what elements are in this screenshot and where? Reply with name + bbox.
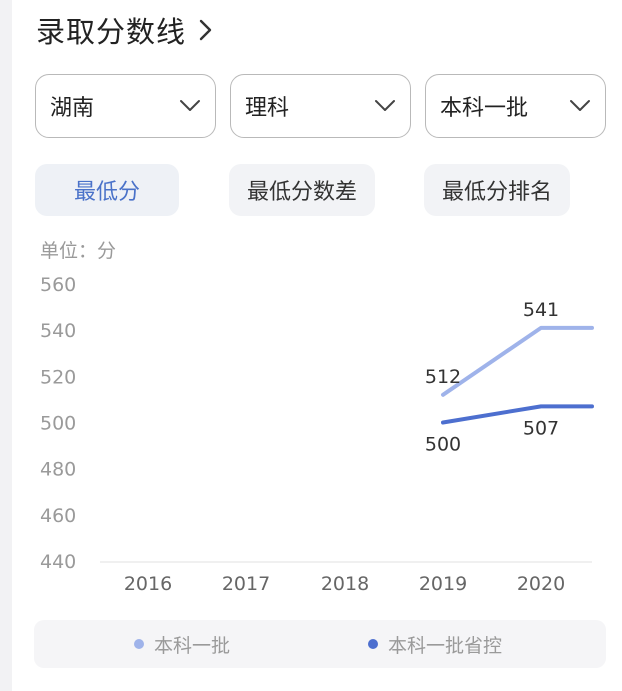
legend-item-province-control[interactable]: 本科一批省控 <box>368 620 502 668</box>
data-label: 541 <box>523 299 559 321</box>
province-select[interactable]: 湖南 <box>35 74 216 138</box>
legend-label-batch: 本科一批 <box>154 634 231 657</box>
y-tick-label: 560 <box>40 274 76 296</box>
data-label: 507 <box>523 417 559 439</box>
chevron-right-icon <box>199 19 212 41</box>
score-line-header[interactable]: 录取分数线 <box>36 8 214 52</box>
data-label: 500 <box>425 434 461 456</box>
province-value: 湖南 <box>50 96 95 121</box>
y-tick-label: 520 <box>40 366 76 388</box>
y-tick-label: 460 <box>40 505 76 527</box>
batch-value: 本科一批 <box>440 96 529 121</box>
chevron-down-icon <box>570 100 590 111</box>
y-tick-label: 540 <box>40 320 76 342</box>
x-tick-label: 2016 <box>124 573 172 595</box>
legend-label-province-control: 本科一批省控 <box>388 634 503 657</box>
chevron-down-icon <box>180 100 200 111</box>
tab-min-score-rank[interactable]: 最低分排名 <box>424 164 570 216</box>
legend-dot-dark <box>368 639 378 649</box>
data-label: 512 <box>425 366 461 388</box>
y-tick-label: 480 <box>40 459 76 481</box>
y-tick-label: 500 <box>40 413 76 435</box>
score-line-chart: 440 460 480 500 520 540 560 2016 2017 2018 2019 202… <box>40 274 594 595</box>
chevron-down-icon <box>375 100 395 111</box>
chart-legend: 本科一批 本科一批省控 <box>34 620 606 668</box>
x-tick-label: 2020 <box>517 573 565 595</box>
series-line-province-control <box>441 404 594 425</box>
legend-item-batch[interactable]: 本科一批 <box>134 620 230 668</box>
legend-dot-light <box>134 639 144 649</box>
tab-min-score-diff[interactable]: 最低分数差 <box>229 164 375 216</box>
tab-min-score[interactable]: 最低分 <box>35 164 179 216</box>
x-tick-label: 2017 <box>222 573 270 595</box>
chart-unit-label: 单位：分 <box>40 240 117 262</box>
batch-select[interactable]: 本科一批 <box>425 74 606 138</box>
subject-select[interactable]: 理科 <box>230 74 411 138</box>
subject-value: 理科 <box>245 96 290 121</box>
left-edge-strip <box>0 0 12 691</box>
y-tick-label: 440 <box>40 551 76 573</box>
page-title: 录取分数线 <box>36 15 187 49</box>
x-tick-label: 2019 <box>419 573 467 595</box>
series-line-batch <box>441 325 594 397</box>
x-tick-label: 2018 <box>321 573 369 595</box>
